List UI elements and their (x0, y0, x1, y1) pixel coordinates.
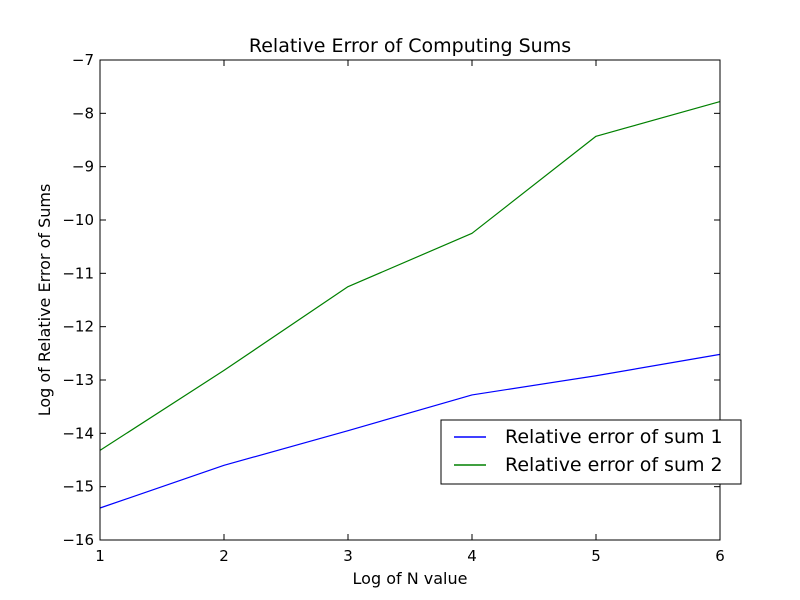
legend-label-sum-1: Relative error of sum 1 (505, 426, 723, 448)
x-axis-ticks: 1 2 3 4 5 6 (95, 60, 725, 565)
y-tick-label-12: −12 (62, 318, 94, 336)
series-layer (99, 101, 721, 509)
x-tick-label-4: 4 (467, 547, 477, 565)
series-line-sum-1 (99, 353, 721, 509)
y-tick-label-16: −16 (62, 531, 94, 549)
legend-box (440, 419, 742, 485)
x-tick-label-3: 3 (343, 547, 353, 565)
y-tick-label-11: −11 (62, 264, 94, 282)
y-axis-ticks: −16 −15 −14 −13 −12 −11 −10 −9 −8 −7 (62, 51, 720, 549)
x-tick-label-2: 2 (219, 547, 229, 565)
x-axis-title: Log of N value (353, 569, 468, 588)
x-tick-label-6: 6 (715, 547, 725, 565)
y-axis-title: Log of Relative Error of Sums (35, 184, 54, 417)
chart-title: Relative Error of Computing Sums (249, 35, 571, 57)
y-tick-label-13: −13 (62, 371, 94, 389)
y-tick-label-15: −15 (62, 478, 94, 496)
y-tick-label-7: −7 (72, 51, 94, 69)
x-tick-label-1: 1 (95, 547, 105, 565)
y-tick-label-14: −14 (62, 424, 94, 442)
plot-frame (99, 59, 721, 541)
y-tick-label-9: −9 (72, 158, 94, 176)
x-tick-label-5: 5 (591, 547, 601, 565)
y-tick-label-10: −10 (62, 211, 94, 229)
legend: Relative error of sum 1 Relative error of… (440, 419, 742, 485)
legend-label-sum-2: Relative error of sum 2 (505, 454, 723, 476)
y-tick-label-8: −8 (72, 104, 94, 122)
series-line-sum-2 (99, 101, 721, 451)
